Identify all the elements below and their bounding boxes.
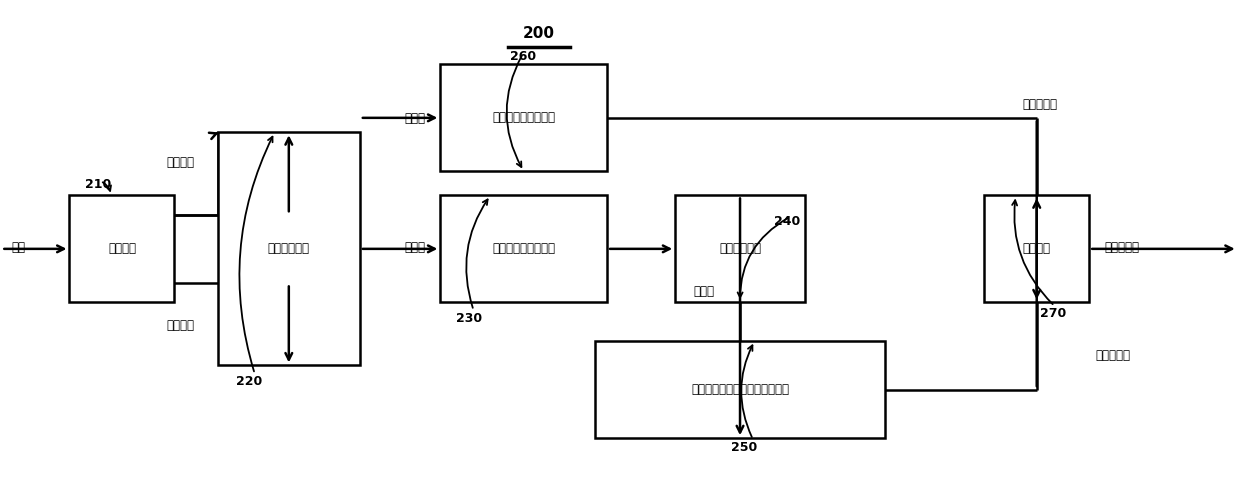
FancyArrowPatch shape xyxy=(239,137,273,371)
Bar xyxy=(440,196,607,302)
Text: 原测量光: 原测量光 xyxy=(166,156,195,169)
Text: 差频生成装置: 差频生成装置 xyxy=(268,243,310,255)
Text: 样品信息光: 样品信息光 xyxy=(1095,349,1130,362)
Text: 原参考光: 原参考光 xyxy=(166,319,195,332)
Text: 孔径型扫描近场光学显微镜装置: 孔径型扫描近场光学显微镜装置 xyxy=(691,383,789,396)
FancyArrowPatch shape xyxy=(737,218,788,297)
Text: 250: 250 xyxy=(731,441,757,453)
Text: 参考光偏振补偿装置: 参考光偏振补偿装置 xyxy=(492,111,555,124)
FancyArrowPatch shape xyxy=(507,56,522,167)
Bar xyxy=(218,132,359,366)
Text: 照明光: 照明光 xyxy=(694,285,715,298)
Bar xyxy=(984,196,1089,302)
FancyArrowPatch shape xyxy=(103,183,112,191)
Text: 耦合模块: 耦合模块 xyxy=(1022,243,1051,255)
Bar xyxy=(440,64,607,171)
Text: 参考光: 参考光 xyxy=(404,112,425,125)
Text: 240: 240 xyxy=(774,215,800,228)
Bar xyxy=(675,196,805,302)
Text: 230: 230 xyxy=(456,312,482,325)
FancyArrowPatch shape xyxy=(741,346,752,437)
Text: 分光模块: 分光模块 xyxy=(108,243,136,255)
Text: 270: 270 xyxy=(1040,307,1066,320)
Text: 210: 210 xyxy=(85,179,112,191)
Text: 260: 260 xyxy=(510,50,536,63)
Text: 外差干涉光: 外差干涉光 xyxy=(1104,241,1139,254)
FancyArrowPatch shape xyxy=(466,200,488,308)
Bar xyxy=(69,196,175,302)
Text: 激光: 激光 xyxy=(11,241,25,254)
Text: 200: 200 xyxy=(523,26,555,41)
FancyArrowPatch shape xyxy=(1012,200,1053,304)
Text: 聚焦扫描模块: 聚焦扫描模块 xyxy=(719,243,761,255)
Text: 220: 220 xyxy=(237,375,263,388)
Bar xyxy=(595,341,886,438)
Text: 测量光偏振控制装置: 测量光偏振控制装置 xyxy=(492,243,555,255)
Text: 偏振补偿光: 偏振补偿光 xyxy=(1022,99,1057,111)
Text: 测量光: 测量光 xyxy=(404,241,425,254)
